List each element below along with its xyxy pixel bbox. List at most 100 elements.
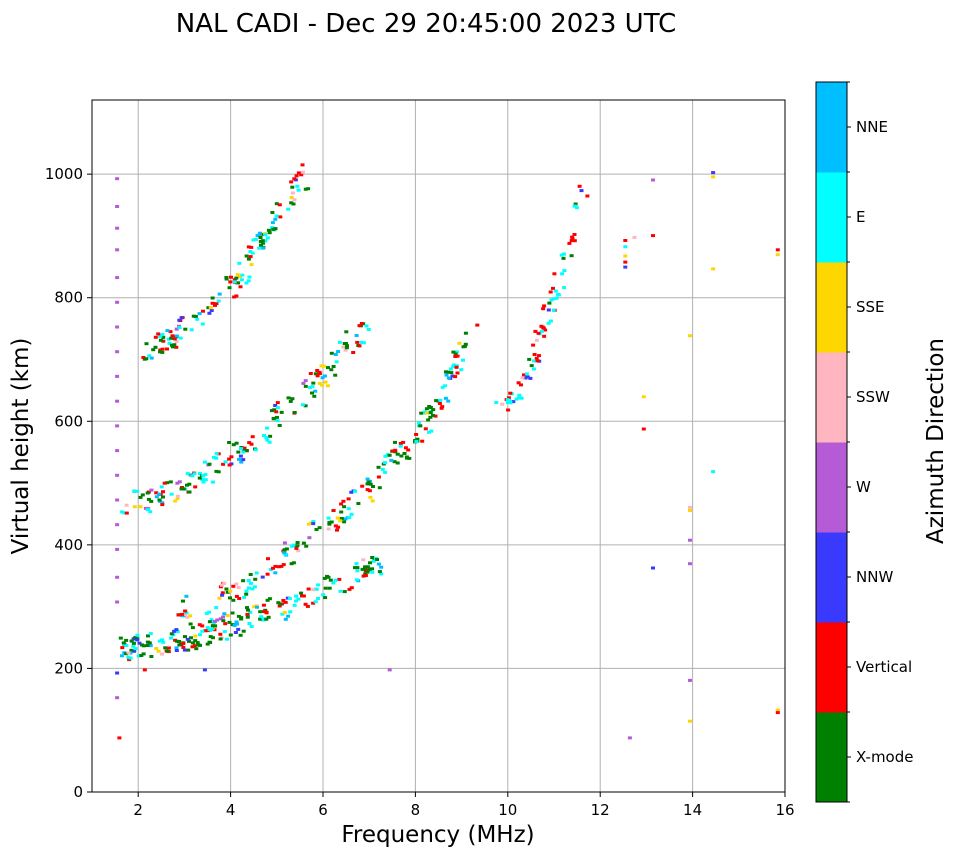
data-point (775, 711, 780, 715)
data-point (220, 593, 225, 597)
data-point (304, 544, 309, 548)
y-tick-label: 200 (54, 659, 83, 677)
data-point (187, 490, 192, 494)
data-point (379, 572, 384, 576)
data-point (265, 426, 269, 430)
data-point (383, 454, 388, 458)
data-point (311, 520, 316, 523)
data-point (322, 374, 327, 378)
data-point (158, 348, 163, 352)
data-point (195, 317, 200, 321)
data-point (453, 375, 458, 379)
data-point (227, 441, 232, 444)
data-point (239, 278, 244, 282)
data-point (115, 547, 120, 551)
data-point (651, 178, 655, 182)
data-point (167, 341, 172, 345)
data-point (203, 473, 208, 477)
data-point (157, 639, 162, 643)
data-point (264, 610, 269, 614)
data-point (370, 499, 375, 503)
data-point (236, 281, 241, 285)
data-point (185, 472, 190, 476)
data-point (303, 379, 308, 383)
data-point (439, 406, 444, 410)
data-point (170, 345, 175, 349)
data-point (240, 273, 245, 277)
data-point (342, 520, 347, 524)
data-point (245, 612, 250, 616)
data-point (345, 344, 349, 348)
data-point (344, 346, 349, 350)
data-point (262, 434, 266, 437)
data-point (250, 435, 255, 439)
data-point (398, 444, 403, 448)
data-point (688, 562, 692, 566)
data-point (160, 501, 165, 505)
data-point (218, 632, 223, 636)
data-point (365, 565, 370, 569)
data-point (560, 272, 565, 276)
data-point (313, 600, 318, 604)
data-point (248, 610, 253, 614)
data-point (153, 345, 158, 349)
data-point (180, 612, 185, 616)
data-point (355, 340, 360, 344)
data-point (257, 231, 262, 235)
data-point (175, 481, 180, 485)
data-point (238, 633, 243, 637)
data-point (276, 601, 281, 605)
colorbar-segment (816, 712, 847, 803)
data-point (182, 613, 187, 616)
data-point (347, 516, 352, 520)
data-point (161, 495, 165, 499)
data-point (115, 276, 120, 280)
colorbar-segment (816, 532, 847, 623)
data-point (370, 556, 375, 559)
data-point (387, 668, 392, 672)
data-point (506, 396, 511, 400)
data-point (431, 408, 436, 412)
data-point (221, 619, 226, 623)
data-point (198, 633, 202, 637)
data-point (124, 644, 129, 647)
data-point (325, 384, 330, 388)
data-point (218, 617, 223, 621)
data-point (190, 474, 195, 478)
data-point (234, 594, 239, 598)
data-point (552, 272, 557, 276)
data-point (775, 253, 780, 257)
colorbar-tick-label: Vertical (856, 658, 912, 676)
data-point (419, 411, 424, 415)
data-point (169, 632, 174, 636)
data-point (203, 460, 207, 464)
data-point (375, 558, 379, 561)
data-point (295, 541, 300, 544)
data-point (337, 340, 342, 344)
data-point (270, 221, 275, 225)
data-point (300, 403, 305, 407)
data-point (231, 598, 236, 602)
data-point (115, 575, 120, 579)
data-point (294, 174, 299, 178)
data-point (446, 376, 451, 380)
data-point (181, 487, 186, 491)
data-point (508, 399, 513, 403)
data-point (233, 631, 238, 634)
data-point (331, 581, 336, 585)
data-point (547, 301, 552, 305)
data-point (157, 498, 162, 502)
data-point (383, 470, 388, 474)
data-point (294, 594, 299, 598)
data-point (192, 644, 197, 648)
data-point (265, 236, 270, 240)
data-point (174, 334, 179, 338)
colorbar-tick-label: NNW (856, 568, 893, 586)
data-point (237, 457, 241, 461)
data-point (225, 637, 229, 641)
data-point (444, 373, 449, 377)
data-point (317, 372, 322, 376)
data-point (227, 457, 232, 461)
data-point (389, 458, 394, 462)
data-point (511, 400, 516, 404)
